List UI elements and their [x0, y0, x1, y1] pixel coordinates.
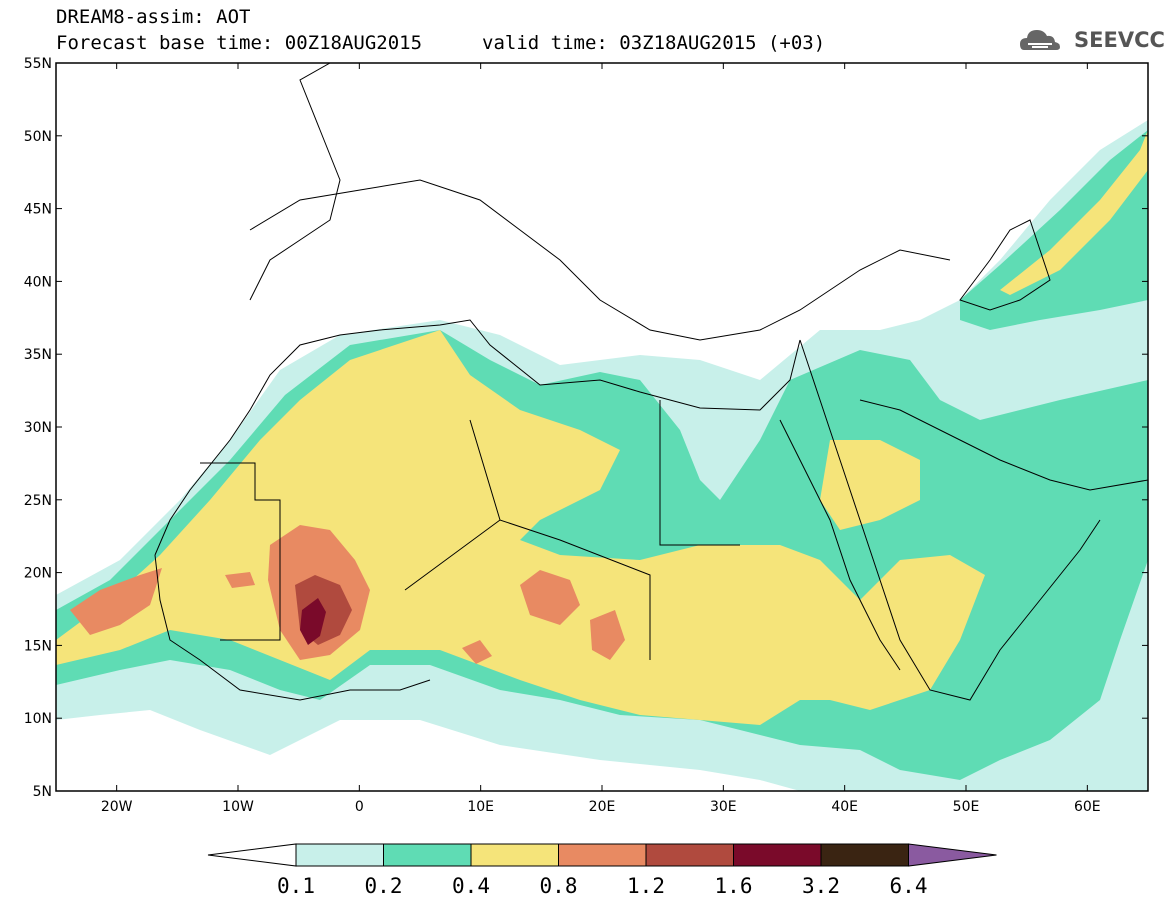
lon-tick-label: 60E: [1074, 799, 1101, 815]
lon-tick-label: 10E: [467, 799, 494, 815]
lat-axis: 5N 10N 15N 20N 25N 30N 35N 40N 45N 50N 55N: [24, 56, 1148, 800]
aot-contour-0.8c: [520, 570, 580, 625]
lat-tick-label: 40N: [24, 274, 52, 290]
aot-contour-0.4b: [820, 440, 920, 530]
aot-contour-0.4c: [1000, 130, 1148, 295]
colorbar-label: 0.1: [277, 874, 315, 898]
colorbar-swatch: [820, 843, 909, 867]
aot-contour-0.2b: [960, 130, 1148, 330]
lon-tick-label: 50E: [953, 799, 980, 815]
aot-contour-0.8e: [462, 640, 492, 664]
colorbar-label: 0.4: [452, 874, 490, 898]
colorbar-label: 3.2: [802, 874, 840, 898]
lon-tick-label: 40E: [831, 799, 858, 815]
lat-tick-label: 30N: [24, 420, 52, 436]
aot-field: [56, 63, 1148, 791]
lat-tick-label: 15N: [24, 638, 52, 654]
lat-tick-label: 25N: [24, 493, 52, 509]
aot-contour-0.8d: [590, 610, 625, 660]
lat-tick-label: 20N: [24, 566, 52, 582]
forecast-base-time: Forecast base time: 00Z18AUG2015: [56, 32, 423, 54]
lon-tick-label: 0: [355, 799, 364, 815]
colorbar-swatch: [295, 843, 384, 867]
lat-tick-label: 35N: [24, 347, 52, 363]
valid-time: valid time: 03Z18AUG2015 (+03): [482, 32, 826, 54]
lon-tick-label: 10W: [222, 799, 254, 815]
logo-text: SEEVCCC: [1074, 28, 1165, 52]
colorbar-label: 1.2: [627, 874, 665, 898]
colorbar-swatch: [645, 843, 734, 867]
colorbar-label: 0.8: [540, 874, 578, 898]
colorbar-extend-high: [908, 843, 997, 867]
lat-tick-label: 45N: [24, 202, 52, 218]
colorbar-label: 6.4: [890, 874, 928, 898]
lon-tick-label: 20W: [101, 799, 133, 815]
coastlines: [154, 63, 1148, 701]
lon-tick-label: 30E: [710, 799, 737, 815]
map-title: DREAM8-assim: AOT: [56, 6, 251, 28]
colorbar-swatch: [558, 843, 647, 867]
lat-tick-label: 50N: [24, 129, 52, 145]
lon-tick-label: 20E: [589, 799, 616, 815]
colorbar-label: 1.6: [715, 874, 753, 898]
colorbar-extend-low: [207, 843, 297, 867]
colorbar-label: 0.2: [365, 874, 403, 898]
aot-contour-0.8f: [225, 572, 255, 588]
aot-contour-1.6: [300, 598, 326, 645]
colorbar-swatch: [470, 843, 559, 867]
colorbar-swatch: [733, 843, 822, 867]
aot-contour-0.8: [70, 568, 162, 635]
lon-axis: 20W 10W 0 10E 20E 30E 40E 50E 60E: [101, 63, 1101, 815]
lat-tick-label: 5N: [33, 784, 52, 800]
colorbar: 0.1 0.2 0.4 0.8 1.2 1.6 3.2 6.4: [207, 843, 997, 898]
cloud-icon: [1020, 30, 1060, 50]
lat-tick-label: 55N: [24, 56, 52, 72]
lat-tick-label: 10N: [24, 711, 52, 727]
colorbar-swatch: [383, 843, 472, 867]
